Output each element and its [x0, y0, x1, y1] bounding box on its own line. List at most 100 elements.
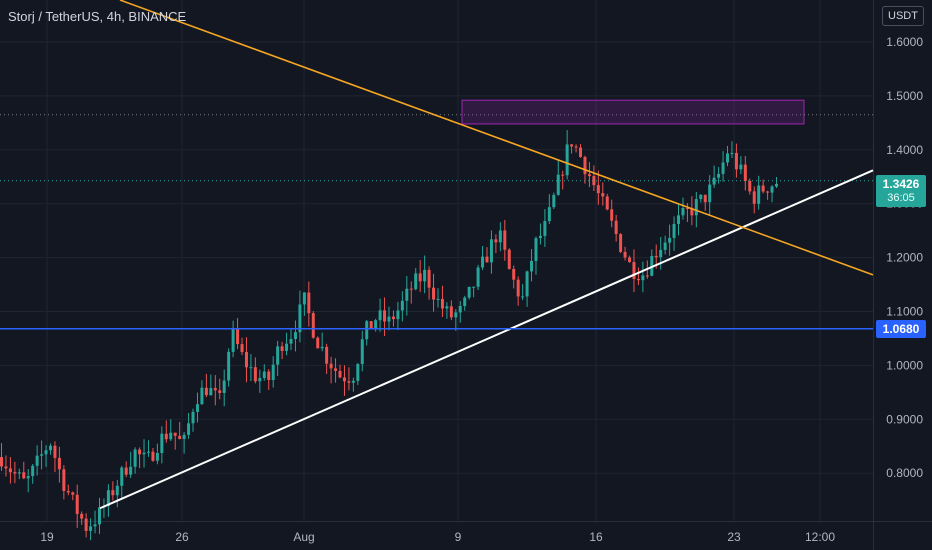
candle-body [605, 196, 609, 210]
candle [369, 321, 373, 329]
candle-body [40, 454, 44, 456]
candle-body [681, 208, 685, 216]
candle-body [703, 194, 707, 203]
candle-body [160, 433, 164, 453]
candle [187, 413, 191, 439]
candle-body [289, 339, 293, 344]
candle [463, 295, 467, 311]
candle [534, 236, 538, 275]
candle-body [133, 449, 137, 467]
candle [614, 214, 618, 242]
candle [40, 440, 44, 470]
candle-body [240, 344, 244, 353]
time-tick-label: 16 [589, 530, 603, 544]
candle-body [405, 288, 409, 301]
candle-body [311, 313, 315, 338]
candle-body [583, 156, 587, 175]
candle [298, 290, 302, 343]
candle-body [494, 239, 498, 243]
candle [494, 234, 498, 254]
candle [142, 439, 146, 468]
price-tick-label: 0.9000 [886, 412, 923, 426]
candle-body [427, 269, 431, 288]
candle [285, 332, 289, 356]
candle-body [726, 153, 730, 163]
candle-body [89, 526, 93, 531]
candle-body [66, 490, 70, 493]
candle [668, 224, 672, 256]
candle-body [182, 434, 186, 440]
candle [258, 369, 262, 393]
candle-body [619, 234, 623, 252]
candle-body [636, 279, 640, 281]
candle-body [293, 332, 297, 340]
candle-body [53, 445, 57, 458]
candle-body [387, 316, 391, 322]
candle-body [628, 257, 632, 263]
candle [423, 255, 427, 294]
candle-body [276, 346, 280, 365]
candle-body [338, 370, 342, 378]
candle-body [757, 185, 761, 204]
price-tick-label: 1.1000 [886, 305, 923, 319]
candle [378, 298, 382, 332]
candle [227, 348, 231, 387]
candle [178, 421, 182, 440]
currency-button[interactable]: USDT [882, 6, 924, 26]
candle [293, 320, 297, 352]
candle [454, 308, 458, 331]
candle-body [48, 445, 52, 451]
candle-body [71, 492, 75, 495]
candle [66, 484, 70, 496]
candle-body [13, 472, 17, 474]
candle-body [467, 286, 471, 298]
candle [405, 275, 409, 316]
candle-body [173, 432, 177, 436]
candle [761, 179, 765, 194]
candle [543, 209, 547, 247]
candle-body [44, 450, 48, 455]
candle-body [138, 449, 142, 455]
candle-body [31, 465, 35, 477]
candle-body [0, 457, 3, 467]
candle [271, 356, 275, 388]
candle-body [534, 238, 538, 261]
candle [71, 491, 75, 501]
candle-body [35, 455, 39, 466]
candle-body [356, 364, 360, 381]
candle-body [249, 367, 253, 369]
price-tick-label: 1.2000 [886, 251, 923, 265]
candle-body [641, 275, 645, 281]
candle [538, 223, 542, 245]
candle-body [400, 300, 404, 311]
candle [244, 337, 248, 383]
candle [396, 301, 400, 331]
candle [516, 276, 520, 306]
candle-body [449, 306, 453, 318]
candle [503, 219, 507, 261]
candle [360, 330, 364, 372]
candle [712, 165, 716, 188]
candle [13, 461, 17, 484]
candle-body [271, 364, 275, 380]
candle [44, 445, 48, 467]
candle-body [543, 221, 547, 236]
candle [138, 447, 142, 469]
candle [610, 199, 614, 228]
candle-body [347, 381, 351, 383]
candle-body [654, 255, 658, 258]
candle-body [721, 162, 725, 174]
candle-body [663, 242, 667, 250]
candle-body [195, 404, 199, 412]
candle-body [632, 262, 636, 280]
candle-body [775, 183, 778, 187]
candle [605, 193, 609, 211]
candle-body [262, 371, 266, 379]
candle [111, 481, 115, 501]
candle-body [57, 457, 61, 470]
candle-body [298, 304, 302, 333]
price-tick-label: 1.4000 [886, 143, 923, 157]
candle-body [187, 423, 191, 435]
